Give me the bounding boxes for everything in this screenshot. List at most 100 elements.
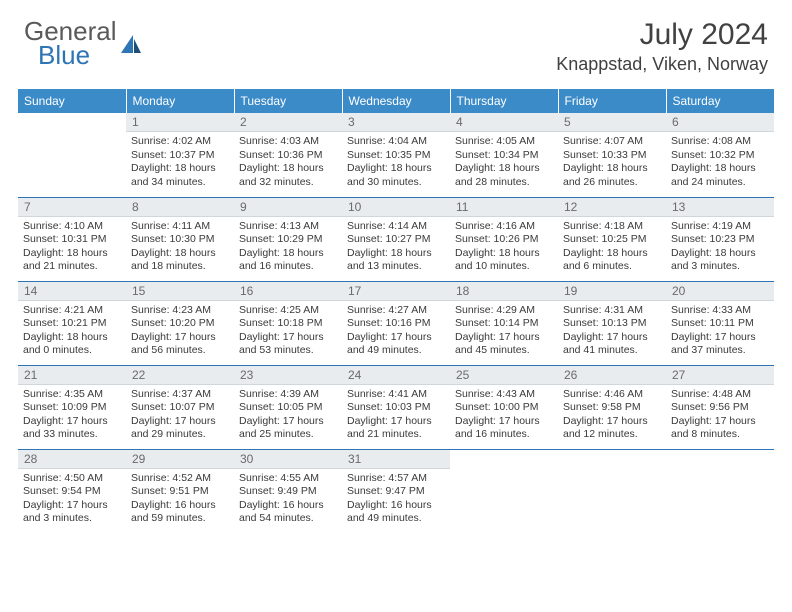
day-body: Sunrise: 4:11 AMSunset: 10:30 PMDaylight… [126,217,234,277]
week-row: 7Sunrise: 4:10 AMSunset: 10:31 PMDayligh… [18,197,774,281]
day-line: Daylight: 17 hours [347,415,445,429]
day-body: Sunrise: 4:33 AMSunset: 10:11 PMDaylight… [666,301,774,361]
day-line: Daylight: 18 hours [131,247,229,261]
day-line: Sunset: 10:21 PM [23,317,121,331]
day-number: 22 [126,366,234,385]
logo: General Blue [24,18,141,68]
day-cell: 30Sunrise: 4:55 AMSunset: 9:49 PMDayligh… [234,449,342,533]
day-number [18,113,126,117]
day-body: Sunrise: 4:37 AMSunset: 10:07 PMDaylight… [126,385,234,445]
calendar-table: Sunday Monday Tuesday Wednesday Thursday… [18,89,774,533]
day-line: and 49 minutes. [347,344,445,358]
day-line: and 49 minutes. [347,512,445,526]
day-line: Daylight: 18 hours [563,247,661,261]
day-number: 19 [558,282,666,301]
day-cell: 25Sunrise: 4:43 AMSunset: 10:00 PMDaylig… [450,365,558,449]
day-line: Sunrise: 4:29 AM [455,304,553,318]
day-line: Daylight: 17 hours [239,331,337,345]
day-line: and 16 minutes. [455,428,553,442]
day-line: Sunset: 10:36 PM [239,149,337,163]
day-line: Sunset: 10:35 PM [347,149,445,163]
location-label: Knappstad, Viken, Norway [556,54,768,75]
day-body: Sunrise: 4:29 AMSunset: 10:14 PMDaylight… [450,301,558,361]
day-line: Sunset: 9:54 PM [23,485,121,499]
day-line: Sunset: 9:51 PM [131,485,229,499]
day-body: Sunrise: 4:14 AMSunset: 10:27 PMDaylight… [342,217,450,277]
week-row: 1Sunrise: 4:02 AMSunset: 10:37 PMDayligh… [18,113,774,197]
day-number: 27 [666,366,774,385]
day-line: Sunrise: 4:39 AM [239,388,337,402]
day-line: Daylight: 18 hours [455,247,553,261]
day-body: Sunrise: 4:35 AMSunset: 10:09 PMDaylight… [18,385,126,445]
day-body: Sunrise: 4:48 AMSunset: 9:56 PMDaylight:… [666,385,774,445]
day-number: 7 [18,198,126,217]
day-cell: 19Sunrise: 4:31 AMSunset: 10:13 PMDaylig… [558,281,666,365]
day-cell: 22Sunrise: 4:37 AMSunset: 10:07 PMDaylig… [126,365,234,449]
day-cell: 31Sunrise: 4:57 AMSunset: 9:47 PMDayligh… [342,449,450,533]
title-block: July 2024 Knappstad, Viken, Norway [556,18,768,75]
day-line: Daylight: 18 hours [131,162,229,176]
weekday-header: Wednesday [342,89,450,113]
day-line: and 10 minutes. [455,260,553,274]
day-line: and 53 minutes. [239,344,337,358]
weekday-header: Tuesday [234,89,342,113]
day-number: 6 [666,113,774,132]
day-line: and 30 minutes. [347,176,445,190]
day-body: Sunrise: 4:50 AMSunset: 9:54 PMDaylight:… [18,469,126,529]
day-cell: 8Sunrise: 4:11 AMSunset: 10:30 PMDayligh… [126,197,234,281]
day-line: Daylight: 17 hours [131,415,229,429]
day-line: and 37 minutes. [671,344,769,358]
day-body: Sunrise: 4:03 AMSunset: 10:36 PMDaylight… [234,132,342,192]
day-line: Sunrise: 4:37 AM [131,388,229,402]
day-number [558,450,666,454]
day-line: Daylight: 18 hours [239,247,337,261]
day-cell: 27Sunrise: 4:48 AMSunset: 9:56 PMDayligh… [666,365,774,449]
day-line: Sunrise: 4:57 AM [347,472,445,486]
day-body: Sunrise: 4:07 AMSunset: 10:33 PMDaylight… [558,132,666,192]
day-line: and 18 minutes. [131,260,229,274]
day-line: Sunset: 10:09 PM [23,401,121,415]
day-body: Sunrise: 4:43 AMSunset: 10:00 PMDaylight… [450,385,558,445]
day-number: 24 [342,366,450,385]
day-cell: 23Sunrise: 4:39 AMSunset: 10:05 PMDaylig… [234,365,342,449]
day-line: Sunset: 10:34 PM [455,149,553,163]
day-number: 31 [342,450,450,469]
day-line: and 59 minutes. [131,512,229,526]
day-cell: 17Sunrise: 4:27 AMSunset: 10:16 PMDaylig… [342,281,450,365]
week-row: 21Sunrise: 4:35 AMSunset: 10:09 PMDaylig… [18,365,774,449]
day-line: Daylight: 17 hours [671,331,769,345]
day-line: Sunrise: 4:16 AM [455,220,553,234]
day-line: Sunset: 10:30 PM [131,233,229,247]
day-cell: 16Sunrise: 4:25 AMSunset: 10:18 PMDaylig… [234,281,342,365]
day-line: Sunset: 10:26 PM [455,233,553,247]
day-line: and 45 minutes. [455,344,553,358]
day-body: Sunrise: 4:31 AMSunset: 10:13 PMDaylight… [558,301,666,361]
day-number: 15 [126,282,234,301]
day-line: Daylight: 18 hours [671,162,769,176]
day-number: 13 [666,198,774,217]
day-body: Sunrise: 4:52 AMSunset: 9:51 PMDaylight:… [126,469,234,529]
day-cell: 5Sunrise: 4:07 AMSunset: 10:33 PMDayligh… [558,113,666,197]
day-body: Sunrise: 4:08 AMSunset: 10:32 PMDaylight… [666,132,774,192]
day-line: and 32 minutes. [239,176,337,190]
day-line: Daylight: 18 hours [239,162,337,176]
day-cell: 29Sunrise: 4:52 AMSunset: 9:51 PMDayligh… [126,449,234,533]
day-cell: 26Sunrise: 4:46 AMSunset: 9:58 PMDayligh… [558,365,666,449]
day-line: Daylight: 18 hours [671,247,769,261]
day-number: 14 [18,282,126,301]
logo-sail-icon [121,35,141,53]
day-body: Sunrise: 4:10 AMSunset: 10:31 PMDaylight… [18,217,126,277]
day-line: and 12 minutes. [563,428,661,442]
day-line: Daylight: 17 hours [239,415,337,429]
day-number: 25 [450,366,558,385]
day-number [450,450,558,454]
day-cell: 14Sunrise: 4:21 AMSunset: 10:21 PMDaylig… [18,281,126,365]
day-number: 2 [234,113,342,132]
day-line: Daylight: 16 hours [131,499,229,513]
day-line: Daylight: 17 hours [347,331,445,345]
day-line: and 25 minutes. [239,428,337,442]
day-line: Daylight: 18 hours [347,247,445,261]
day-line: Sunrise: 4:02 AM [131,135,229,149]
day-line: Sunrise: 4:14 AM [347,220,445,234]
day-cell: 12Sunrise: 4:18 AMSunset: 10:25 PMDaylig… [558,197,666,281]
